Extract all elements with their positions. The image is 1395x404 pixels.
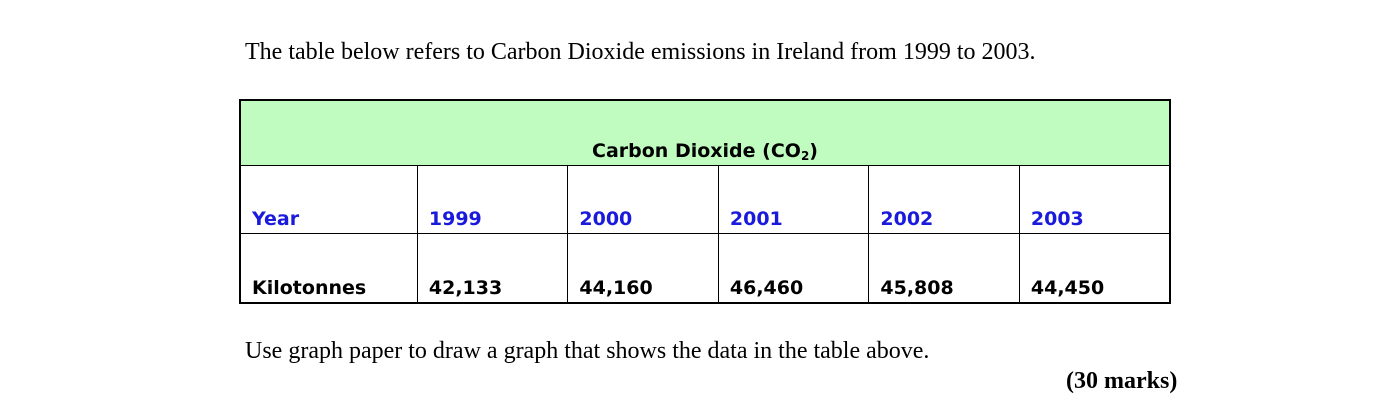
table-row-year: Year 1999 2000 2001 2002 2003 xyxy=(239,165,1171,234)
table-title-close: ) xyxy=(809,140,818,162)
table-title-subscript: 2 xyxy=(800,149,810,163)
intro-text: The table below refers to Carbon Dioxide… xyxy=(245,39,1036,65)
year-cell: 2003 xyxy=(1018,165,1171,234)
kilotonnes-cell: 45,808 xyxy=(868,233,1020,304)
year-cell: 2000 xyxy=(567,165,719,234)
year-cell: 1999 xyxy=(416,165,569,234)
table-title-text: Carbon Dioxide (CO xyxy=(592,140,801,162)
marks-text: (30 marks) xyxy=(1066,368,1178,394)
kilotonnes-cell: 42,133 xyxy=(416,233,569,304)
table-header-row: Carbon Dioxide (CO2) xyxy=(239,99,1171,166)
kilotonnes-cell: 44,450 xyxy=(1018,233,1171,304)
instruction-text: Use graph paper to draw a graph that sho… xyxy=(245,338,930,364)
emissions-table: Carbon Dioxide (CO2) Year 1999 2000 2001… xyxy=(239,99,1171,304)
table-header: Carbon Dioxide (CO2) xyxy=(239,99,1171,166)
kilotonnes-cell: 46,460 xyxy=(717,233,870,304)
table-row-kilotonnes: Kilotonnes 42,133 44,160 46,460 45,808 4… xyxy=(239,233,1171,304)
year-cell: 2002 xyxy=(868,165,1020,234)
year-label: Year xyxy=(239,165,418,234)
year-cell: 2001 xyxy=(717,165,870,234)
table-title: Carbon Dioxide (CO2) xyxy=(592,140,818,165)
kilotonnes-label: Kilotonnes xyxy=(239,233,418,304)
kilotonnes-cell: 44,160 xyxy=(567,233,719,304)
